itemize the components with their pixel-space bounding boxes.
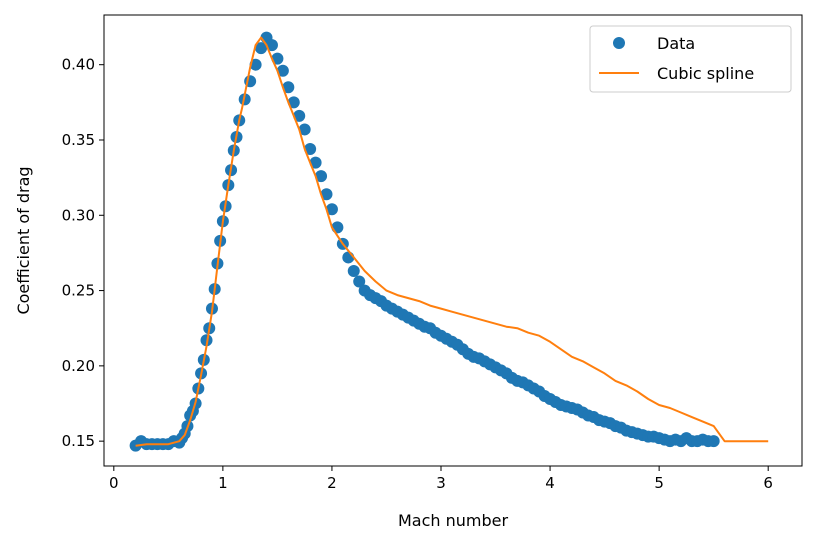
x-tick-label: 0 <box>109 474 119 492</box>
data-point <box>342 251 355 264</box>
x-tick-label: 5 <box>654 474 664 492</box>
legend-label-data: Data <box>657 34 695 53</box>
data-point <box>255 42 268 55</box>
x-tick-label: 4 <box>545 474 555 492</box>
x-axis-label: Mach number <box>398 511 509 530</box>
data-point <box>315 170 328 183</box>
y-tick-label: 0.35 <box>62 131 95 149</box>
data-point <box>325 203 338 216</box>
data-point <box>309 156 322 169</box>
data-point <box>353 275 366 288</box>
scatter-layer <box>129 31 720 452</box>
data-point <box>347 264 360 277</box>
data-point <box>293 109 306 122</box>
x-tick-label: 2 <box>327 474 337 492</box>
y-tick-label: 0.30 <box>62 206 95 224</box>
axes-frame <box>103 14 803 467</box>
x-tick-label: 1 <box>218 474 228 492</box>
y-tick-label: 0.40 <box>62 56 95 74</box>
legend: Data Cubic spline <box>589 25 792 93</box>
data-point <box>304 143 317 156</box>
legend-marker-data <box>613 37 625 49</box>
data-point <box>298 123 311 136</box>
cubic-spline-line <box>135 36 769 447</box>
data-point <box>331 221 344 234</box>
y-tick-label: 0.15 <box>62 432 95 450</box>
data-point <box>249 58 262 71</box>
y-tick-label: 0.25 <box>62 282 95 300</box>
legend-box <box>589 25 792 93</box>
legend-label-spline: Cubic spline <box>657 64 754 83</box>
x-tick-label: 6 <box>763 474 773 492</box>
x-axis: 0 1 2 3 4 5 6 <box>109 466 773 492</box>
data-point <box>287 96 300 109</box>
data-point <box>265 39 278 52</box>
data-point <box>707 435 720 448</box>
data-point <box>320 188 333 201</box>
data-point <box>276 64 289 77</box>
y-axis-label: Coefficient of drag <box>14 166 33 314</box>
data-point <box>282 81 295 94</box>
x-tick-label: 3 <box>436 474 446 492</box>
y-tick-label: 0.20 <box>62 357 95 375</box>
y-axis: 0.15 0.20 0.25 0.30 0.35 0.40 <box>62 56 104 450</box>
